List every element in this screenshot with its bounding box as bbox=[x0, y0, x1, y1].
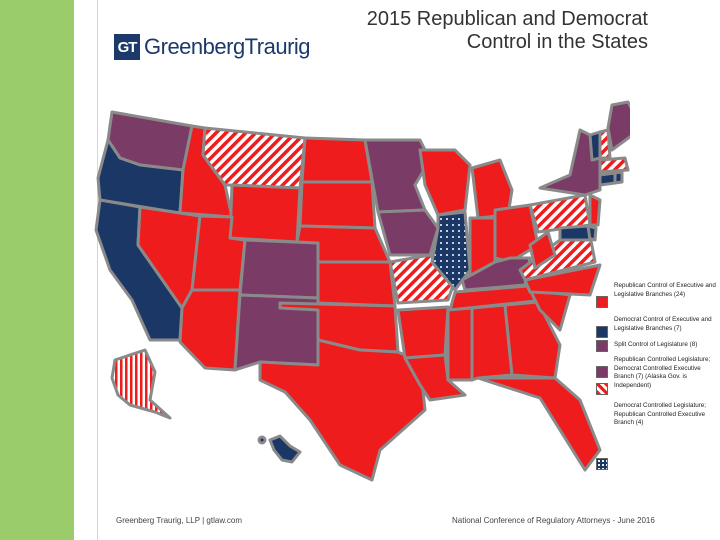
logo-mark: GT bbox=[114, 34, 140, 60]
state-north-carolina bbox=[523, 263, 602, 297]
legend-swatch-dem-leg-rep-exec bbox=[596, 458, 608, 470]
legend-swatch-hatched bbox=[596, 383, 608, 395]
left-accent-bar bbox=[0, 0, 74, 540]
state-mississippi bbox=[446, 306, 474, 382]
state-maryland bbox=[558, 224, 592, 242]
state-florida bbox=[476, 376, 602, 472]
us-states-map bbox=[94, 100, 630, 482]
footer-firm: Greenberg Traurig, LLP | gtlaw.com bbox=[116, 516, 242, 525]
state-colorado bbox=[238, 238, 320, 300]
legend-swatch-rep-leg-dem-exec bbox=[596, 366, 608, 378]
state-arizona bbox=[178, 288, 242, 372]
legend-label: Split Control of Legislature (8) bbox=[614, 341, 698, 348]
legend-label: Republican Control of Executive and Legi… bbox=[614, 282, 716, 298]
state-illinois bbox=[430, 210, 472, 292]
state-north-dakota bbox=[300, 136, 374, 184]
state-west-virginia bbox=[528, 230, 557, 270]
state-new-hampshire bbox=[598, 128, 612, 160]
legend-swatch-democrat bbox=[596, 326, 608, 338]
state-massachusetts bbox=[598, 156, 630, 174]
legend-label: Republican Controlled Legislature; Democ… bbox=[614, 356, 711, 389]
state-alaska bbox=[110, 348, 172, 420]
state-new-jersey bbox=[588, 193, 602, 227]
divider-line bbox=[97, 0, 98, 540]
state-wyoming bbox=[228, 183, 302, 244]
state-georgia bbox=[503, 300, 562, 380]
state-hawaii bbox=[268, 434, 302, 464]
state-michigan bbox=[470, 158, 514, 220]
state-connecticut bbox=[598, 171, 617, 187]
greenberg-traurig-logo: GT GreenbergTraurig bbox=[114, 30, 311, 64]
state-rhode-island bbox=[613, 170, 624, 185]
slide-title: 2015 Republican and Democrat Control in … bbox=[366, 8, 648, 53]
state-arkansas bbox=[396, 305, 450, 360]
legend-swatch-split bbox=[596, 340, 608, 352]
legend-swatch-republican bbox=[596, 296, 608, 308]
state-wisconsin bbox=[418, 148, 472, 217]
legend-label: Democrat Control of Executive and Legisl… bbox=[614, 316, 712, 332]
state-hawaii-island bbox=[257, 435, 267, 445]
state-south-dakota bbox=[298, 180, 377, 230]
state-maine bbox=[606, 100, 630, 152]
state-texas bbox=[258, 338, 427, 482]
state-louisiana bbox=[403, 353, 467, 402]
footer-event: National Conference of Regulatory Attorn… bbox=[452, 516, 655, 525]
state-ohio bbox=[493, 203, 540, 264]
state-kansas bbox=[316, 260, 397, 308]
logo-wordmark: GreenbergTraurig bbox=[144, 34, 311, 59]
legend-label: Democrat Controlled Legislature; Republi… bbox=[614, 402, 707, 426]
state-iowa bbox=[376, 208, 440, 257]
